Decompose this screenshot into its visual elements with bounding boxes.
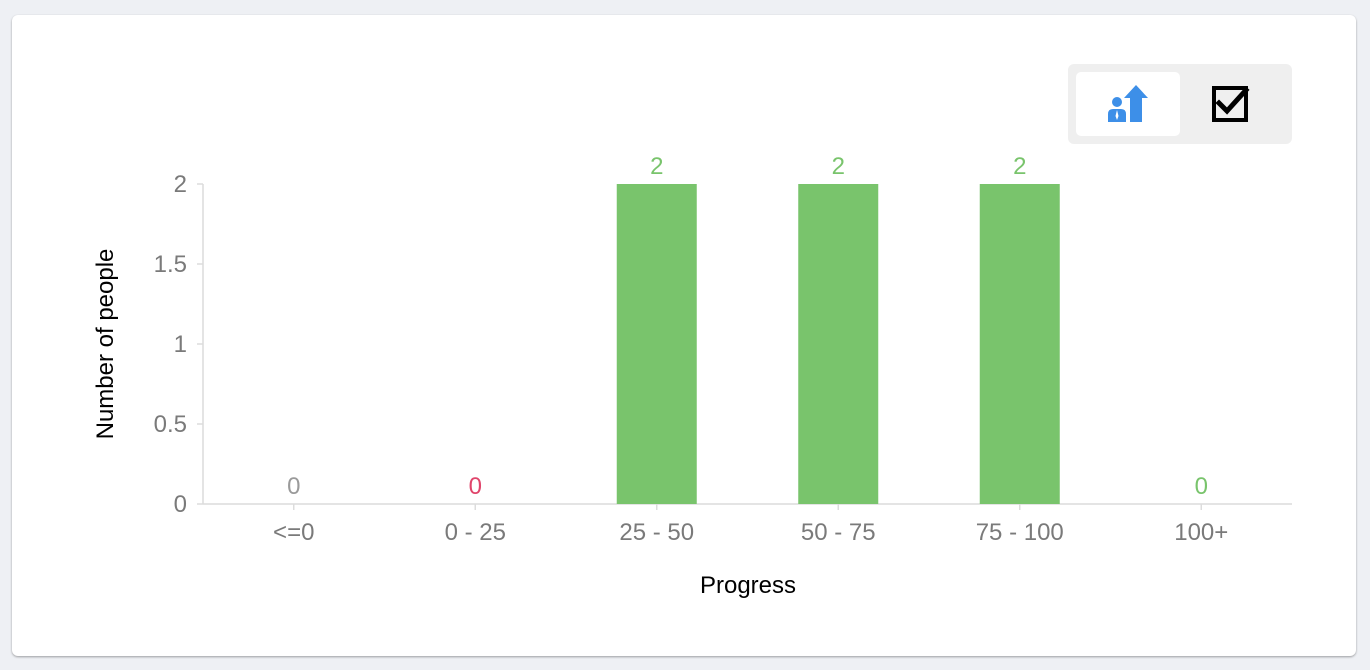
y-axis-title: Number of people xyxy=(92,249,119,440)
bar-value-label: 2 xyxy=(1013,153,1026,180)
x-tick-label: 75 - 100 xyxy=(976,519,1064,546)
bar xyxy=(979,184,1060,504)
y-tick-label: 1 xyxy=(174,331,187,358)
x-tick-label: 100+ xyxy=(1174,519,1228,546)
y-tick-label: 1.5 xyxy=(154,251,187,278)
x-tick-label: 0 - 25 xyxy=(445,519,506,546)
completion-view-button[interactable] xyxy=(1180,72,1284,136)
bar-value-label: 0 xyxy=(469,473,482,500)
y-tick-label: 2 xyxy=(174,171,187,198)
bar-value-label: 0 xyxy=(1195,473,1208,500)
bar-value-label: 2 xyxy=(832,153,845,180)
bar xyxy=(798,184,879,504)
people-progress-icon xyxy=(1108,85,1148,122)
bar-value-label: 2 xyxy=(650,153,663,180)
people-progress-view-button[interactable] xyxy=(1076,72,1180,136)
bar-value-label: 0 xyxy=(287,473,300,500)
view-toggle xyxy=(1068,64,1292,144)
x-tick-label: 50 - 75 xyxy=(801,519,876,546)
checkbox-checked-icon xyxy=(1212,86,1250,122)
x-tick-label: <=0 xyxy=(273,519,314,546)
x-axis-title: Progress xyxy=(700,572,796,599)
y-tick-label: 0.5 xyxy=(154,411,187,438)
x-tick-label: 25 - 50 xyxy=(619,519,694,546)
y-tick-label: 0 xyxy=(174,491,187,518)
bar xyxy=(616,184,697,504)
